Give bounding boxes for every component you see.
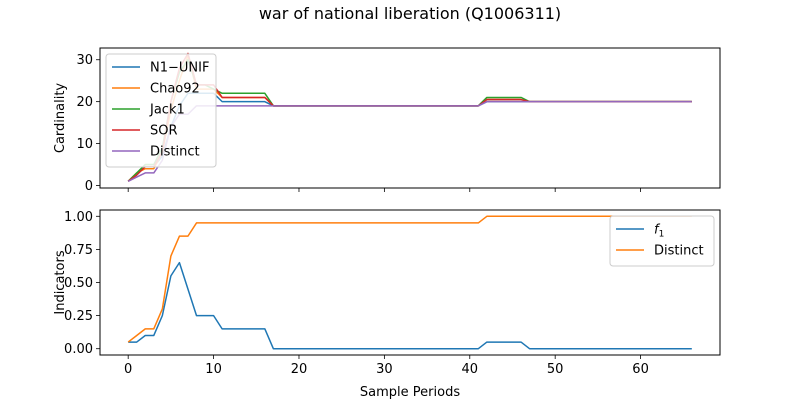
indicators-xtick-label: 20 <box>291 362 308 377</box>
indicators-xtick-label: 40 <box>462 362 479 377</box>
indicators-xtick-label: 30 <box>376 362 393 377</box>
indicators-series-line-1 <box>127 215 692 343</box>
indicators-series-line-0 <box>128 261 692 350</box>
indicators-legend-box <box>609 215 715 267</box>
cardinality-legend-label: SOR <box>150 124 178 139</box>
cardinality-ylabel: Cardinality <box>53 83 68 154</box>
indicators-ylabel: Indicators <box>53 250 68 314</box>
indicators-ytick-label: 0.75 <box>64 243 93 258</box>
cardinality-legend-box <box>105 53 217 168</box>
figure-title: war of national liberation (Q1006311) <box>259 4 561 23</box>
indicators-xlabel: Sample Periods <box>360 385 460 400</box>
indicators-legend-label: Distinct <box>654 244 704 259</box>
cardinality-ytick-label: 30 <box>76 53 93 68</box>
indicators-ticks: 0 10 20 30 40 50 60 0.00 0.25 0.50 0.75 1.00 <box>64 210 649 377</box>
indicators-legend: f1 Distinct <box>609 215 715 267</box>
cardinality-ticks: 0 10 20 30 <box>76 53 641 194</box>
cardinality-legend: N1−UNIF Chao92 Jack1 SOR Distinct <box>105 53 217 168</box>
cardinality-axes-frame <box>99 47 721 189</box>
cardinality-ytick-label: 0 <box>85 179 93 194</box>
cardinality-ytick-label: 20 <box>76 95 93 110</box>
cardinality-legend-label: Chao92 <box>150 82 200 97</box>
indicators-legend-label: f1 <box>654 223 664 240</box>
indicators-ytick-label: 0.25 <box>64 309 93 324</box>
indicators-xtick-label: 50 <box>547 362 564 377</box>
indicators-ytick-label: 0.50 <box>64 276 93 291</box>
cardinality-ytick-label: 10 <box>76 137 93 152</box>
cardinality-legend-label: Distinct <box>150 145 200 160</box>
cardinality-legend-label: N1−UNIF <box>150 61 209 76</box>
cardinality-legend-label: Jack1 <box>149 103 185 118</box>
indicators-xtick-label: 60 <box>632 362 649 377</box>
indicators-xtick-label: 0 <box>124 362 132 377</box>
indicators-ytick-label: 0.00 <box>64 342 93 357</box>
indicators-xtick-label: 10 <box>205 362 222 377</box>
indicators-panel: 0 10 20 30 40 50 60 0.00 0.25 0.50 0.75 1.00 Indica… <box>53 209 721 400</box>
indicators-lines <box>127 215 692 350</box>
cardinality-panel: 0 10 20 30 Cardinality N1−UNIF Chao92 Jack1 SO… <box>53 47 721 194</box>
indicators-ytick-label: 1.00 <box>64 210 93 225</box>
